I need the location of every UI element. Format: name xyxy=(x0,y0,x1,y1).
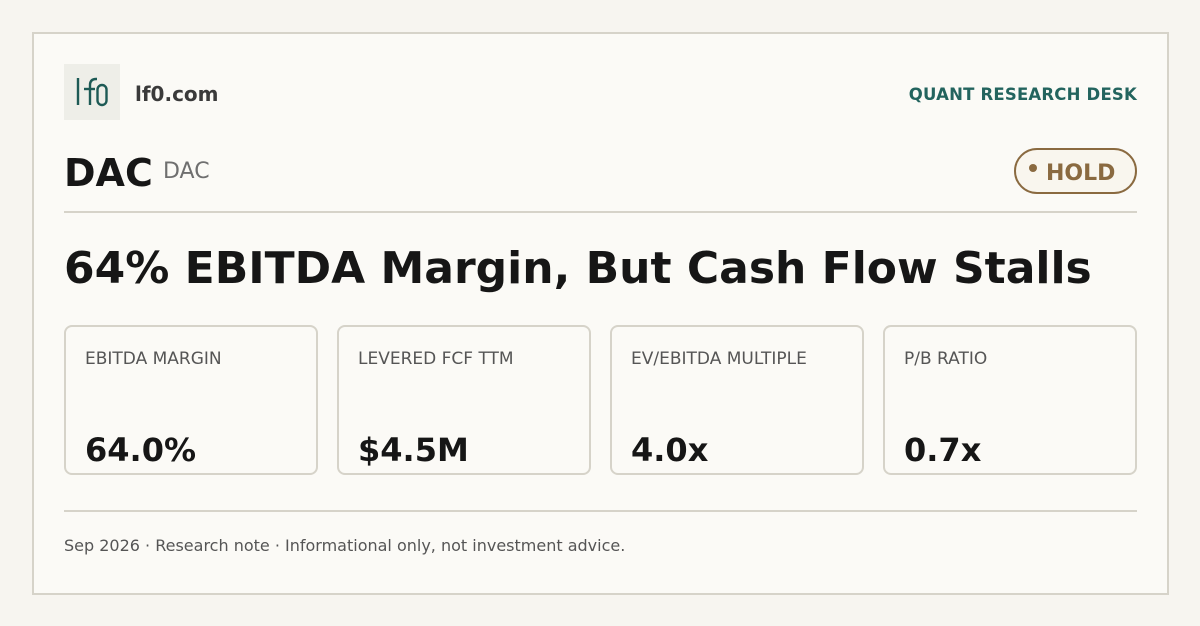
metrics-row: EBITDA MARGIN 64.0% LEVERED FCF TTM $4.5… xyxy=(64,325,1137,475)
research-card: lf0.com QUANT RESEARCH DESK DAC DAC HOLD… xyxy=(32,32,1169,595)
footer-divider xyxy=(64,510,1137,512)
logo-icon xyxy=(76,77,108,107)
metric-label: EBITDA MARGIN xyxy=(85,349,222,369)
metric-value: 0.7x xyxy=(904,431,982,469)
metric-label: P/B RATIO xyxy=(904,349,988,369)
metric-label: EV/EBITDA MULTIPLE xyxy=(631,349,807,369)
desk-label: QUANT RESEARCH DESK xyxy=(908,85,1137,104)
headline: 64% EBITDA Margin, But Cash Flow Stalls xyxy=(64,243,1092,294)
metric-card-ebitda-margin: EBITDA MARGIN 64.0% xyxy=(64,325,318,475)
ticker-subtitle: DAC xyxy=(163,159,210,184)
logo xyxy=(64,64,120,120)
rating-dot-icon xyxy=(1029,164,1037,172)
rating-label: HOLD xyxy=(1046,161,1116,186)
site-name: lf0.com xyxy=(135,82,219,106)
metric-value: $4.5M xyxy=(358,431,469,469)
metric-value: 64.0% xyxy=(85,431,197,469)
metric-value: 4.0x xyxy=(631,431,709,469)
metric-card-pb-ratio: P/B RATIO 0.7x xyxy=(883,325,1137,475)
metric-card-levered-fcf: LEVERED FCF TTM $4.5M xyxy=(337,325,591,475)
rating-badge: HOLD xyxy=(1014,148,1137,194)
metric-label: LEVERED FCF TTM xyxy=(358,349,514,369)
metric-card-ev-ebitda: EV/EBITDA MULTIPLE 4.0x xyxy=(610,325,864,475)
header-divider xyxy=(64,211,1137,213)
footer-note: Sep 2026 · Research note · Informational… xyxy=(64,536,626,555)
ticker-symbol: DAC xyxy=(64,151,153,195)
